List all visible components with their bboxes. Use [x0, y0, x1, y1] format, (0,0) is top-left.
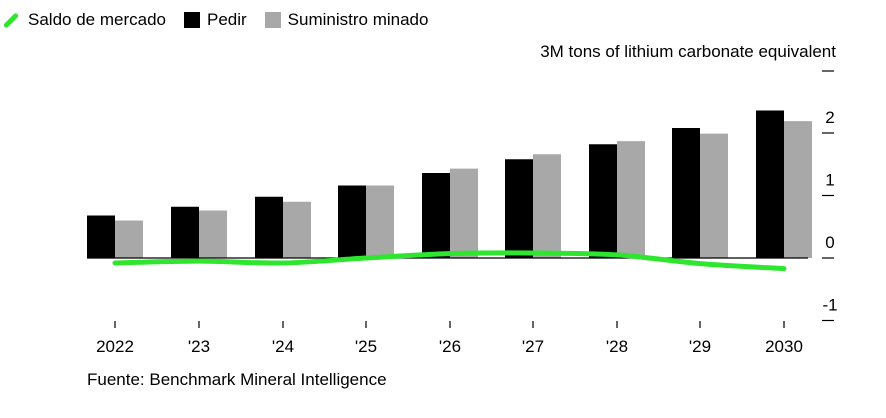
x-tick-label-4: '26	[439, 337, 461, 356]
bar-supply-1	[199, 210, 227, 258]
bar-demand-7	[672, 128, 700, 258]
x-tick-label-1: '23	[188, 337, 210, 356]
y-tick-label-0: 2	[825, 108, 834, 127]
y-tick-label-1: 1	[825, 171, 834, 190]
bar-supply-0	[115, 220, 143, 258]
source-note: Fuente: Benchmark Mineral Intelligence	[87, 370, 387, 389]
x-tick-label-7: '29	[689, 337, 711, 356]
x-tick-label-8: 2030	[765, 337, 803, 356]
bar-demand-3	[338, 185, 366, 258]
bar-demand-4	[422, 173, 450, 258]
legend-label-demand: Pedir	[206, 10, 247, 29]
x-tick-label-5: '27	[522, 337, 544, 356]
bar-supply-3	[366, 185, 394, 258]
bar-supply-7	[700, 133, 728, 258]
bar-supply-6	[617, 141, 645, 258]
y-tick-label-2: 0	[825, 233, 834, 252]
bar-demand-8	[756, 110, 784, 258]
unit-label: 3M tons of lithium carbonate equivalent	[540, 42, 836, 61]
x-tick-label-0: 2022	[96, 337, 134, 356]
y-tick-label-3: -1	[822, 296, 837, 315]
balance-line	[112, 250, 787, 272]
bar-supply-4	[450, 168, 478, 258]
legend-swatch-supply	[264, 12, 281, 28]
legend-item-balance: Saldo de mercado	[0, 10, 166, 30]
bar-demand-2	[255, 196, 283, 258]
x-tick-label-3: '25	[355, 337, 377, 356]
bar-supply-8	[784, 121, 812, 258]
legend: Saldo de mercado Pedir Suministro minado	[0, 10, 446, 30]
bar-supply-2	[283, 201, 311, 258]
bar-demand-0	[87, 215, 115, 258]
legend-item-demand: Pedir	[183, 10, 247, 30]
legend-label-supply: Suministro minado	[287, 10, 429, 29]
x-tick-label-2: '24	[272, 337, 294, 356]
bar-demand-1	[171, 206, 199, 258]
bar-supply-5	[533, 154, 561, 258]
legend-swatch-balance	[2, 11, 20, 29]
legend-label-balance: Saldo de mercado	[28, 10, 166, 29]
bar-demand-5	[505, 159, 533, 258]
legend-swatch-demand	[183, 12, 200, 28]
legend-item-supply: Suministro minado	[264, 10, 429, 30]
x-tick-label-6: '28	[606, 337, 628, 356]
bar-demand-6	[589, 144, 617, 258]
